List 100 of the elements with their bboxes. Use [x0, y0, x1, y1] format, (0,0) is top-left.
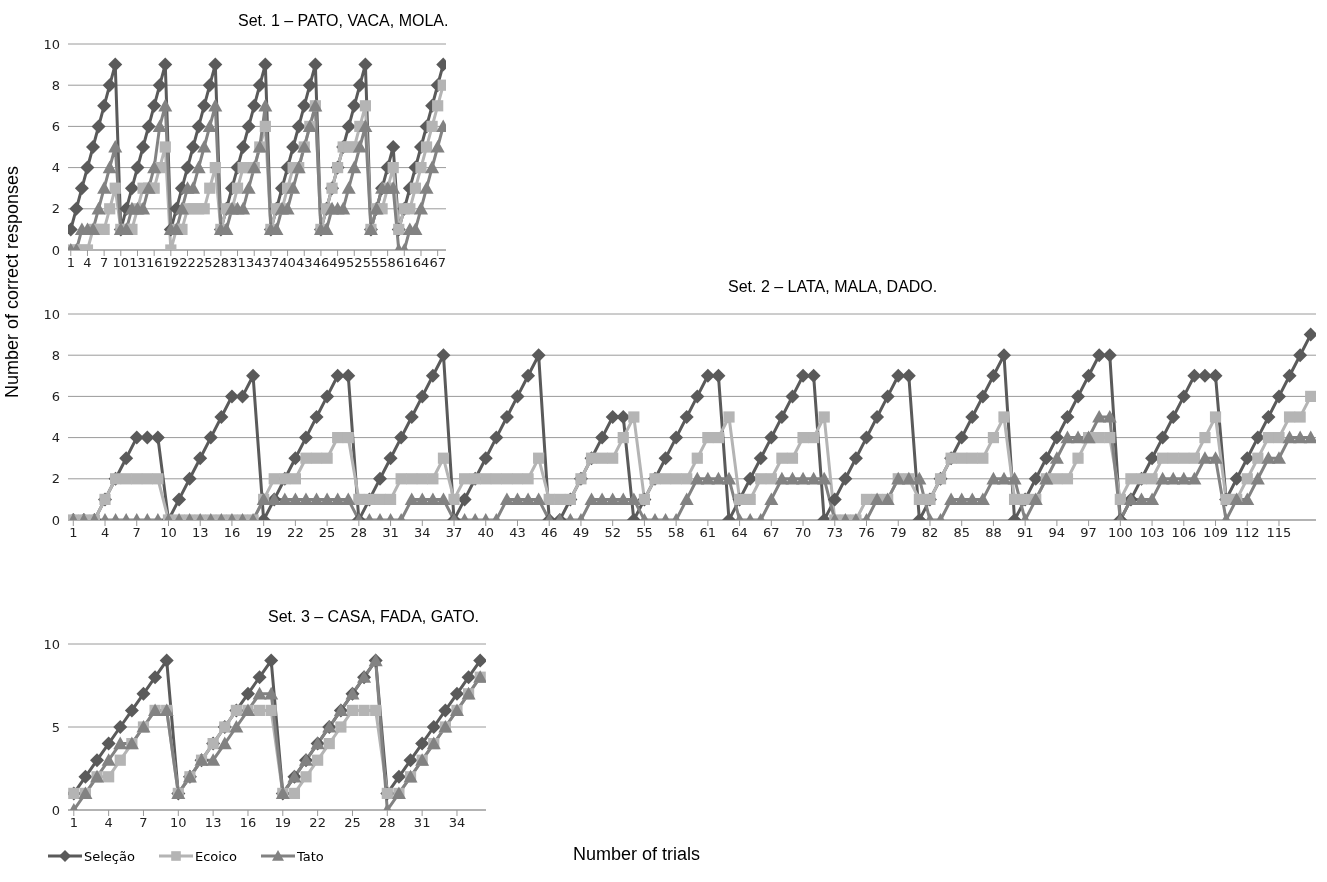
point: [252, 670, 267, 685]
x-tick-label: 91: [1016, 525, 1034, 541]
x-tick-label: 52: [346, 255, 363, 271]
x-tick-label: 52: [604, 525, 621, 541]
x-tick-label: 85: [953, 525, 970, 541]
x-tick-label: 64: [731, 525, 748, 541]
point: [449, 686, 464, 701]
x-tick-label: 55: [362, 255, 380, 271]
point: [426, 720, 441, 734]
x-tick-label: 34: [448, 815, 466, 831]
x-tick-label: 22: [309, 815, 326, 831]
x-tick-label: 67: [429, 255, 446, 271]
point: [253, 704, 266, 716]
x-tick-label: 43: [509, 525, 526, 541]
x-tick-label: 49: [329, 255, 346, 271]
x-tick-label: 82: [921, 525, 939, 541]
point: [136, 686, 151, 701]
x-tick-label: 19: [274, 815, 292, 831]
x-tick-label: 40: [279, 255, 296, 271]
x-tick-label: 58: [379, 255, 396, 271]
x-tick-label: 16: [239, 815, 257, 831]
x-tick-label: 13: [129, 255, 146, 271]
point: [229, 720, 244, 733]
y-tick-label: 4: [51, 430, 60, 446]
x-tick-label: 55: [636, 525, 653, 541]
x-tick-label: 34: [414, 525, 431, 541]
x-tick-label: 100: [1107, 525, 1133, 541]
x-tick-label: 13: [191, 525, 209, 541]
x-tick-label: 73: [826, 525, 844, 541]
y-tick-label: 8: [51, 77, 60, 93]
x-tick-label: 46: [540, 525, 558, 541]
point: [114, 754, 126, 766]
x-tick-label: 13: [204, 815, 222, 831]
point: [206, 753, 221, 766]
x-tick-label: 28: [350, 525, 368, 541]
x-tick-label: 112: [1234, 525, 1260, 541]
point: [90, 753, 105, 768]
point: [148, 670, 163, 685]
point: [335, 721, 347, 733]
x-tick-label: 97: [1080, 525, 1097, 541]
x-tick-label: 109: [1203, 525, 1228, 541]
x-tick-label: 79: [889, 525, 907, 541]
x-tick-label: 34: [245, 255, 263, 271]
x-tick-label: 22: [287, 525, 304, 541]
point: [370, 704, 382, 716]
x-tick-label: 16: [145, 255, 163, 271]
y-tick-label: 10: [43, 36, 60, 52]
x-tick-label: 7: [139, 815, 148, 831]
x-tick-label: 58: [667, 525, 685, 541]
point: [312, 754, 324, 766]
x-tick-label: 94: [1048, 525, 1066, 541]
x-tick-label: 1: [66, 255, 75, 271]
y-tick-label: 10: [43, 636, 60, 652]
chart-title: Set. 2 – LATA, MALA, DADO.: [728, 278, 938, 296]
x-tick-label: 67: [763, 525, 780, 541]
point: [265, 704, 277, 716]
point: [403, 753, 418, 768]
y-tick-label: 2: [51, 471, 60, 487]
x-tick-label: 70: [794, 525, 812, 541]
x-axis-title: Number of trials: [573, 844, 701, 865]
y-tick-label: 2: [51, 201, 60, 217]
x-tick-label: 1: [69, 815, 78, 831]
x-tick-label: 37: [445, 525, 463, 541]
point: [217, 736, 232, 750]
x-tick-label: 115: [1266, 525, 1292, 541]
point: [101, 753, 116, 766]
y-tick-label: 8: [51, 347, 60, 363]
x-tick-label: 76: [858, 525, 875, 541]
x-tick-label: 46: [312, 255, 330, 271]
x-tick-label: 1: [69, 525, 78, 541]
x-tick-label: 7: [99, 255, 109, 271]
point: [240, 686, 255, 701]
x-tick-label: 10: [112, 255, 130, 271]
legend-label: Ecoico: [194, 848, 237, 864]
x-tick-label: 31: [229, 255, 246, 271]
point: [264, 653, 279, 668]
x-tick-label: 10: [160, 525, 177, 541]
y-tick-label: 10: [43, 306, 60, 322]
point: [113, 736, 128, 750]
point: [264, 686, 279, 700]
x-tick-label: 31: [382, 525, 399, 541]
chart-title: Set. 3 – CASA, FADA, GATO.: [268, 608, 480, 626]
x-tick-label: 88: [985, 525, 1002, 541]
x-tick-label: 4: [83, 255, 92, 271]
point: [113, 720, 128, 734]
point: [473, 653, 486, 668]
point: [300, 771, 312, 783]
x-tick-label: 16: [223, 525, 241, 541]
y-tick-label: 6: [51, 389, 60, 405]
point: [78, 769, 93, 784]
x-tick-label: 25: [318, 525, 336, 541]
point: [159, 653, 174, 668]
x-tick-label: 10: [170, 815, 187, 831]
x-tick-label: 7: [132, 525, 141, 541]
legend-label: Tato: [296, 848, 324, 864]
x-tick-label: 37: [262, 255, 280, 271]
legend-label: Seleção: [84, 848, 135, 864]
point: [288, 787, 301, 799]
point: [252, 686, 267, 700]
point: [391, 769, 406, 784]
